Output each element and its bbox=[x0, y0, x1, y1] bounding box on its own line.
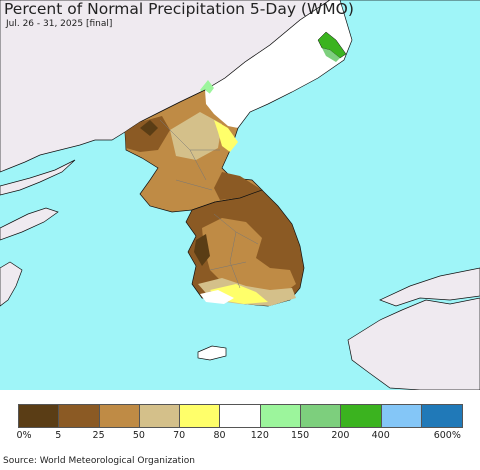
sk-dark-west bbox=[194, 234, 210, 266]
legend-swatch-3 bbox=[139, 405, 181, 427]
legend-swatch-4 bbox=[180, 405, 221, 427]
legend-colorbar bbox=[18, 404, 464, 428]
source-credit: Source: World Meteorological Organizatio… bbox=[3, 456, 195, 466]
legend-swatch-9 bbox=[381, 405, 422, 427]
china-southwest bbox=[0, 261, 23, 307]
legend-swatch-10 bbox=[421, 405, 463, 427]
ne-green-patch bbox=[317, 31, 347, 59]
sk-white-southwest bbox=[200, 290, 234, 304]
province-borders bbox=[159, 119, 259, 289]
legend-swatch-6 bbox=[260, 405, 302, 427]
nk-darkest-spot bbox=[140, 120, 158, 136]
nk-tan-center bbox=[170, 112, 222, 160]
legend-tick-label: 25 bbox=[92, 430, 105, 441]
legend-tick-label: 50 bbox=[132, 430, 145, 441]
legend-swatch-0 bbox=[19, 405, 60, 427]
legend-tick-label: 200 bbox=[331, 430, 350, 441]
sk-light-center bbox=[202, 218, 296, 296]
legend-tick-label: 0% bbox=[16, 430, 32, 441]
legend-tick-label: 70 bbox=[173, 430, 186, 441]
legend-tick-label: 150 bbox=[291, 430, 310, 441]
legend-tick-label: 120 bbox=[250, 430, 269, 441]
shandong-peninsula bbox=[0, 207, 59, 241]
japan-kyushu bbox=[347, 297, 480, 390]
legend-swatch-5 bbox=[220, 405, 261, 427]
china-coast-south bbox=[0, 159, 76, 196]
nk-yellow-strip bbox=[214, 120, 238, 152]
legend-swatch-8 bbox=[341, 405, 382, 427]
precipitation-map bbox=[0, 0, 480, 390]
legend-tick-label: 80 bbox=[213, 430, 226, 441]
legend-labels: 0% 5 25 50 70 80 120 150 200 400 600% bbox=[0, 430, 480, 444]
legend-swatch-1 bbox=[59, 405, 100, 427]
legend-swatch-2 bbox=[99, 405, 140, 427]
jeju-island bbox=[197, 345, 227, 361]
legend-tick-label: 5 bbox=[55, 430, 62, 441]
nk-brown-east bbox=[214, 172, 262, 200]
nk-white-east bbox=[205, 90, 238, 128]
legend-swatch-7 bbox=[301, 405, 342, 427]
japan-honshu bbox=[379, 267, 480, 307]
map-title: Percent of Normal Precipitation 5-Day (W… bbox=[4, 0, 354, 18]
legend-tick-label: 600% bbox=[433, 430, 461, 441]
ne-light-green bbox=[322, 48, 340, 62]
map-subtitle: Jul. 26 - 31, 2025 [final] bbox=[6, 19, 113, 29]
legend-tick-label: 400 bbox=[371, 430, 390, 441]
